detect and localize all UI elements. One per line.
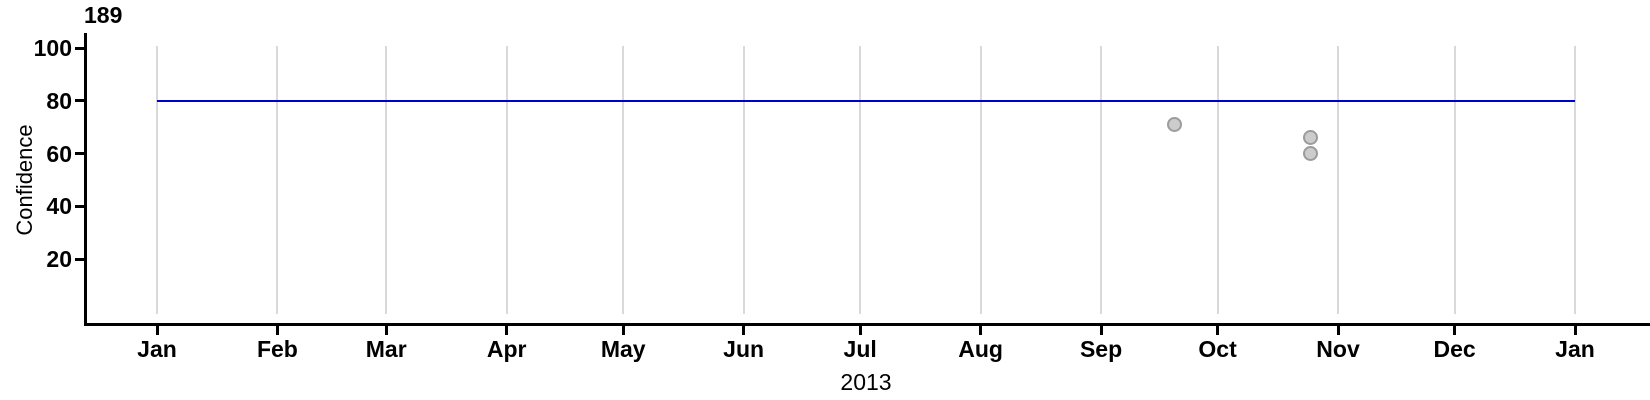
x-axis-tick <box>979 326 983 335</box>
month-gridline <box>859 46 862 314</box>
x-axis-tick <box>1099 326 1103 335</box>
x-tick-label: Oct <box>1198 336 1237 362</box>
month-gridline <box>979 46 982 314</box>
x-tick-label: Jan <box>1555 336 1595 362</box>
y-tick-label: 20 <box>46 246 72 272</box>
y-axis-tick <box>75 204 85 208</box>
x-tick-label: Jan <box>137 336 177 362</box>
x-axis-tick <box>384 326 388 335</box>
month-gridline <box>622 46 625 314</box>
month-gridline <box>505 46 508 314</box>
x-axis-tick <box>1336 326 1340 335</box>
x-axis-tick <box>1573 326 1577 335</box>
reference-line <box>157 99 1575 102</box>
x-tick-label: Mar <box>365 336 407 362</box>
data-point <box>1303 130 1319 146</box>
x-axis-title: 2013 <box>840 369 892 395</box>
month-gridline <box>276 46 279 314</box>
x-axis-tick <box>742 326 746 335</box>
y-tick-label: 60 <box>46 140 72 167</box>
x-tick-label: Dec <box>1433 336 1476 362</box>
x-axis-tick <box>275 326 279 335</box>
x-axis-tick <box>155 326 159 335</box>
x-tick-label: Aug <box>958 336 1003 362</box>
month-gridline <box>156 46 158 314</box>
month-gridline <box>742 46 745 314</box>
x-axis-tick <box>621 326 625 335</box>
month-gridline <box>1453 46 1456 314</box>
y-axis-tick <box>75 99 85 103</box>
y-axis-title: Confidence <box>12 124 37 236</box>
y-axis-tick <box>75 257 85 261</box>
y-axis-tick <box>75 46 85 50</box>
x-axis-tick <box>1216 326 1220 335</box>
month-gridline <box>1337 46 1340 314</box>
x-axis-tick <box>1453 326 1457 335</box>
x-tick-label: Nov <box>1316 336 1360 362</box>
x-tick-label: May <box>600 336 646 362</box>
month-gridline <box>1100 46 1103 314</box>
data-point <box>1303 146 1319 161</box>
y-axis-tick <box>75 152 85 155</box>
x-tick-label: Apr <box>486 336 527 362</box>
data-point <box>1167 116 1183 132</box>
x-tick-label: Jun <box>723 336 765 362</box>
month-gridline <box>1574 46 1576 314</box>
month-gridline <box>385 46 388 314</box>
month-gridline <box>1216 46 1219 314</box>
y-axis-line <box>84 33 87 326</box>
x-axis-tick <box>858 326 862 335</box>
x-axis-line <box>84 323 1650 326</box>
annotation-count-label: 189 <box>84 2 123 28</box>
x-tick-label: Sep <box>1079 336 1123 362</box>
x-tick-label: Jul <box>843 336 877 362</box>
y-tick-label: 100 <box>33 35 72 61</box>
y-tick-label: 80 <box>46 87 72 114</box>
x-axis-tick <box>505 326 509 335</box>
x-tick-label: Feb <box>256 336 298 362</box>
y-tick-label: 40 <box>46 193 72 220</box>
